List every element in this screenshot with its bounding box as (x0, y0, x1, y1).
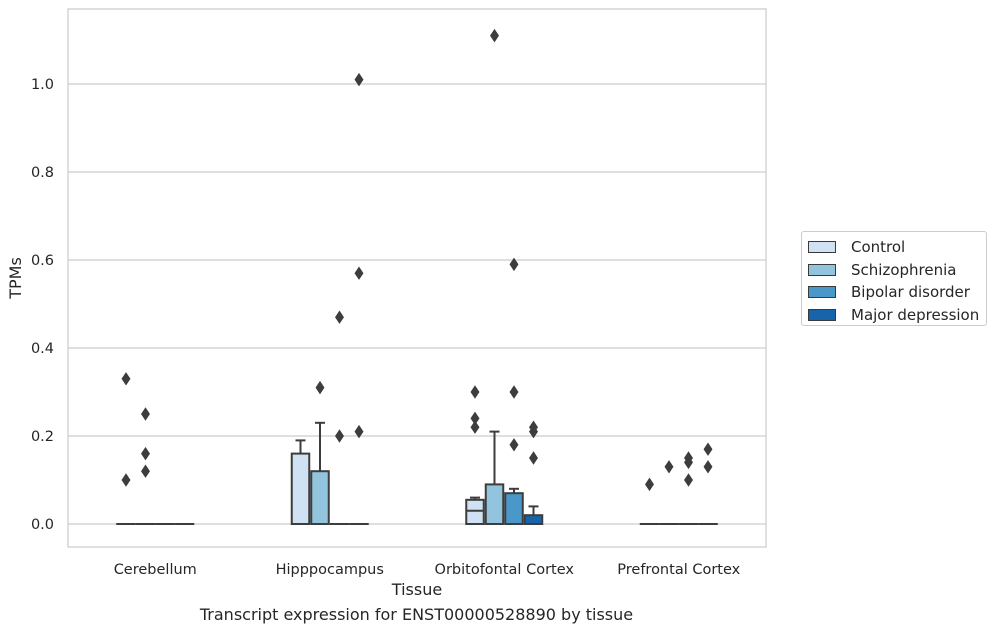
outlier-point (354, 266, 364, 280)
y-tick-label: 0.6 (31, 253, 54, 269)
legend-item: Schizophrenia (808, 259, 986, 282)
legend-swatch (808, 286, 836, 299)
outlier-point (529, 420, 538, 434)
outliers (121, 28, 713, 492)
y-tick-label: 0.0 (31, 517, 54, 533)
outlier-point (141, 464, 150, 478)
y-tick-label: 0.8 (31, 165, 54, 181)
outlier-point (315, 380, 325, 395)
legend: Control Schizophrenia Bipolar disorder Majo… (801, 231, 987, 326)
y-axis-label: TPMs (6, 257, 25, 300)
x-axis-label: Tissue (391, 580, 442, 599)
box-control (465, 496, 485, 525)
outlier-point (470, 420, 480, 434)
x-tick-label: Hipppocampus (276, 562, 384, 578)
outlier-point (684, 451, 693, 465)
legend-item: Major depression (808, 304, 986, 327)
outlier-point (121, 372, 131, 386)
box-iqr (523, 514, 544, 526)
outlier-point (664, 460, 674, 474)
box-schizophrenia (310, 421, 330, 526)
x-tick-label: Cerebellum (114, 562, 197, 578)
outlier-point (703, 442, 713, 456)
x-tick-labels: Cerebellum Hipppocampus Orbitofontal Corte… (114, 562, 741, 578)
legend-label: Major depression (851, 305, 980, 324)
legend-label: Bipolar disorder (851, 283, 970, 302)
legend-swatch (808, 308, 836, 321)
outlier-point (354, 424, 364, 439)
outlier-point (354, 72, 364, 87)
box-major-depression (523, 505, 544, 526)
box-iqr (465, 498, 485, 525)
legend-label: Schizophrenia (851, 260, 957, 279)
outlier-point (703, 460, 713, 474)
outlier-point (470, 385, 480, 399)
x-tick-label: Orbitofontal Cortex (435, 562, 575, 578)
y-tick-label: 0.2 (31, 429, 54, 445)
y-tick-label: 1.0 (31, 77, 54, 93)
box-schizophrenia (484, 430, 505, 525)
outlier-point (141, 446, 150, 461)
box-iqr (290, 452, 311, 526)
figure-caption: Transcript expression for ENST0000052889… (199, 605, 634, 624)
legend-item: Control (808, 236, 986, 259)
y-tick-label: 0.4 (31, 341, 54, 357)
legend-item: Bipolar disorder (808, 281, 986, 304)
legend-label: Control (851, 238, 906, 257)
legend-swatch (808, 241, 836, 254)
outlier-point (335, 429, 344, 443)
outlier-point (141, 407, 150, 421)
box-iqr (484, 483, 505, 525)
outlier-point (470, 411, 480, 426)
boxes (116, 421, 718, 526)
gridlines (68, 83, 766, 525)
box-iqr (504, 492, 524, 526)
x-tick-label: Prefrontal Cortex (617, 562, 740, 578)
plot-area-frame (67, 8, 767, 548)
outlier-point (509, 257, 519, 272)
outlier-point (509, 438, 519, 452)
outlier-point (121, 473, 131, 487)
box-iqr (310, 470, 330, 526)
outlier-point (684, 473, 693, 487)
legend-swatch (808, 263, 836, 276)
outlier-point (490, 28, 499, 43)
outlier-point (529, 451, 538, 465)
y-tick-labels: 0.0 0.2 0.4 0.6 0.8 1.0 (31, 77, 54, 533)
outlier-point (645, 477, 654, 492)
outlier-point (335, 310, 344, 324)
outlier-point (509, 385, 519, 399)
box-bipolar-disorder (504, 487, 524, 526)
box-control (290, 439, 311, 526)
